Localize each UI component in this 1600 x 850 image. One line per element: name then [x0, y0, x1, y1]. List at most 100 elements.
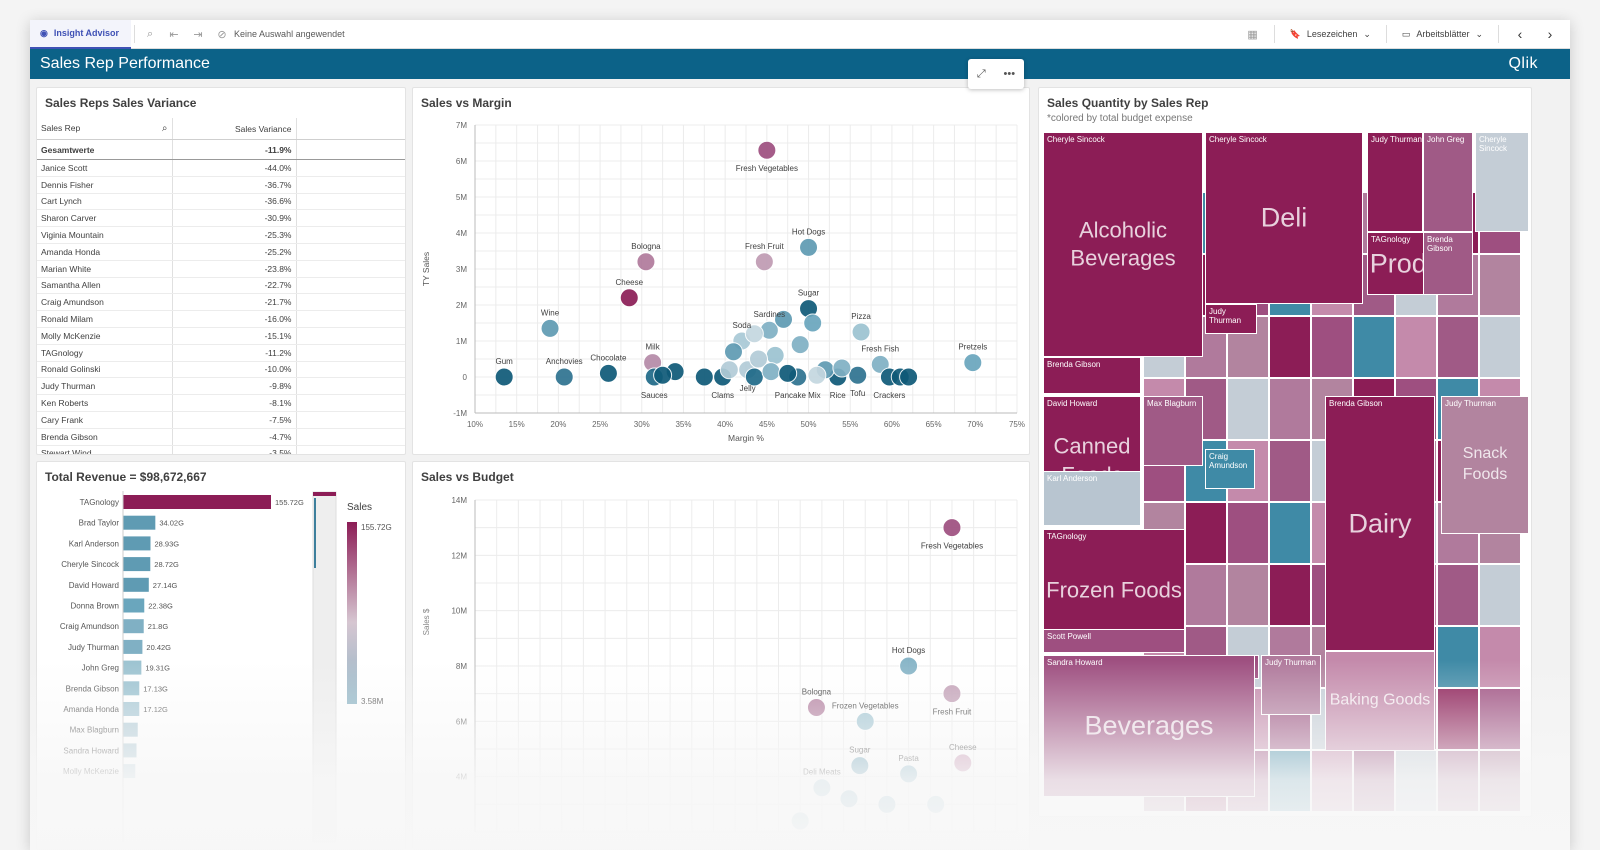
data-point-label: Pizza — [851, 312, 871, 321]
clear-selections-icon[interactable]: ⊘ — [217, 28, 227, 41]
data-point — [744, 324, 764, 344]
sales-rep-cell[interactable]: Dennis Fisher — [37, 176, 173, 194]
treemap-cell[interactable] — [1311, 316, 1353, 378]
bookmarks-button[interactable]: 🔖 Lesezeichen ⌄ — [1284, 29, 1377, 40]
column-header-sales-rep[interactable]: Sales Rep ⌕ — [37, 118, 173, 140]
sales-rep-cell[interactable]: Ken Roberts — [37, 394, 173, 412]
table-row[interactable]: Molly McKenzie -15.1% — [37, 327, 405, 345]
expand-icon[interactable]: ⤢ — [976, 67, 986, 80]
sales-rep-cell[interactable]: Amanda Honda — [37, 243, 173, 261]
table-row[interactable]: Judy Thurman -9.8% — [37, 377, 405, 396]
treemap-cell[interactable] — [1437, 316, 1479, 378]
treemap-cell[interactable] — [1227, 378, 1269, 440]
treemap-cell[interactable] — [1269, 378, 1311, 440]
table-row[interactable]: Ken Roberts -8.1% — [37, 394, 405, 412]
table-cell-empty — [296, 226, 405, 244]
treemap-cell[interactable]: Brenda Gibson — [1043, 357, 1141, 394]
sales-rep-cell[interactable]: Sharon Carver — [37, 209, 173, 228]
sales-rep-cell[interactable]: Ronald Milam — [37, 310, 173, 328]
step-forward-icon[interactable]: ⇥ — [193, 28, 203, 41]
table-row[interactable]: Amanda Honda -25.2% — [37, 243, 405, 261]
treemap-cell[interactable]: Max Blagburn — [1143, 396, 1203, 466]
sales-rep-cell[interactable]: Molly McKenzie — [37, 327, 173, 345]
sales-rep-cell[interactable]: TAGnology — [37, 344, 173, 362]
treemap-cell[interactable]: Scott Powell — [1043, 629, 1185, 653]
sales-rep-cell[interactable]: Cary Frank — [37, 411, 173, 429]
treemap-cell[interactable] — [1269, 440, 1311, 502]
table-row[interactable]: Janice Scott -44.0% — [37, 159, 405, 177]
treemap-cell[interactable]: Cheryle Sincock Alcoholic Beverages — [1043, 132, 1203, 357]
treemap-cell[interactable] — [1437, 564, 1479, 626]
table-row[interactable]: Cart Lynch -36.6% — [37, 193, 405, 211]
table-row[interactable]: Brenda Gibson -4.7% — [37, 428, 405, 446]
previous-sheet-icon[interactable]: ‹ — [1517, 26, 1523, 42]
grid-view-icon[interactable]: ▦ — [1247, 28, 1258, 41]
treemap-cell[interactable] — [1185, 502, 1227, 564]
sales-rep-cell[interactable]: Cart Lynch — [37, 193, 173, 211]
bar-value-label: 155.72G — [275, 498, 304, 507]
treemap-cell[interactable]: Karl Anderson — [1043, 471, 1141, 526]
treemap-cell[interactable]: Judy Thurman — [1367, 132, 1423, 232]
table-cell-empty — [296, 344, 405, 362]
sales-rep-cell[interactable]: Brenda Gibson — [37, 428, 173, 446]
treemap-cell[interactable]: Cheryle Sincock Deli — [1205, 132, 1363, 304]
treemap-cell[interactable] — [1479, 564, 1521, 626]
treemap-cell[interactable] — [1353, 316, 1395, 378]
sales-vs-margin-chart[interactable]: 10% 15% 20% 25% 30% 35% 40% 45% 50% 55% 60% 65% 70% 7… — [413, 88, 1030, 455]
sales-rep-cell[interactable]: Viginia Mountain — [37, 226, 173, 244]
treemap-cell[interactable] — [1269, 502, 1311, 564]
sheets-button[interactable]: ▭ Arbeitsblätter ⌄ — [1396, 29, 1489, 40]
sales-rep-cell[interactable]: Janice Scott — [37, 159, 173, 177]
scrollbar-thumb — [313, 492, 336, 496]
sales-rep-cell[interactable]: Craig Amundson — [37, 293, 173, 312]
table-row[interactable]: Stewart Wind -3.5% — [37, 445, 405, 454]
toolbar-divider — [1498, 25, 1499, 43]
treemap-cell[interactable] — [1227, 502, 1269, 564]
sales-vs-margin-panel[interactable]: Sales vs Margin 10% 15% 20% 25% 30% 35% 40% 45%… — [412, 87, 1030, 455]
table-row[interactable]: Cary Frank -7.5% — [37, 411, 405, 429]
treemap-cell[interactable] — [1395, 316, 1437, 378]
treemap-cell[interactable]: Craig Amundson — [1205, 449, 1255, 489]
data-point-label: Fresh Vegetables — [921, 542, 983, 551]
table-row[interactable]: Craig Amundson -21.7% — [37, 293, 405, 312]
total-label: Gesamtwerte — [37, 139, 173, 160]
treemap-cell[interactable]: Brenda Gibson — [1423, 232, 1473, 295]
treemap-cell[interactable] — [1185, 564, 1227, 626]
table-row[interactable]: TAGnology -11.2% — [37, 344, 405, 362]
table-row[interactable]: Ronald Milam -16.0% — [37, 310, 405, 328]
table-row[interactable]: Viginia Mountain -25.3% — [37, 226, 405, 244]
treemap-cell[interactable] — [1479, 316, 1521, 378]
sales-rep-cell[interactable]: Stewart Wind — [37, 445, 173, 454]
treemap-cell[interactable]: John Greg — [1423, 132, 1473, 232]
sales-rep-cell[interactable]: Ronald Golinski — [37, 361, 173, 379]
search-icon[interactable]: ⌕ — [161, 123, 168, 134]
treemap-cell[interactable]: Cheryle Sincock — [1475, 132, 1529, 232]
treemap-cell[interactable] — [1479, 254, 1521, 316]
treemap-cell-label: John Greg — [1427, 135, 1465, 144]
sales-rep-cell[interactable]: Samantha Allen — [37, 277, 173, 295]
table-row[interactable]: Samantha Allen -22.7% — [37, 277, 405, 295]
y-tick-label: 5M — [456, 193, 467, 202]
step-back-icon[interactable]: ⇤ — [169, 28, 179, 41]
treemap-cell[interactable] — [1269, 564, 1311, 626]
variance-table-panel[interactable]: Sales Reps Sales Variance Sales Rep ⌕ Sal… — [36, 87, 406, 455]
table-row[interactable]: Dennis Fisher -36.7% — [37, 176, 405, 194]
table-row[interactable]: Marian White -23.8% — [37, 260, 405, 278]
treemap-cell[interactable]: Brenda Gibson Dairy — [1325, 396, 1435, 651]
next-sheet-icon[interactable]: › — [1547, 26, 1553, 42]
treemap-cell[interactable]: Judy Thurman — [1205, 304, 1257, 334]
treemap-cell[interactable] — [1227, 564, 1269, 626]
sales-rep-cell[interactable]: Judy Thurman — [37, 377, 173, 396]
more-options-icon[interactable]: ••• — [1003, 68, 1016, 80]
smart-search-icon[interactable]: ⌕ — [146, 27, 154, 40]
sales-variance-cell: -15.1% — [172, 327, 297, 345]
treemap-cell[interactable]: Judy Thurman Snack Foods — [1441, 396, 1529, 534]
sales-rep-cell[interactable]: Marian White — [37, 260, 173, 278]
table-row[interactable]: Sharon Carver -30.9% — [37, 209, 405, 228]
treemap-cell[interactable] — [1269, 316, 1311, 378]
column-header-sales-variance[interactable]: Sales Variance — [172, 118, 297, 140]
treemap-cell-label: Cheryle Sincock — [1479, 135, 1508, 154]
table-cell-empty — [296, 377, 405, 396]
insight-advisor-button[interactable]: ◉ Insight Advisor — [30, 20, 132, 49]
table-row[interactable]: Ronald Golinski -10.0% — [37, 361, 405, 379]
